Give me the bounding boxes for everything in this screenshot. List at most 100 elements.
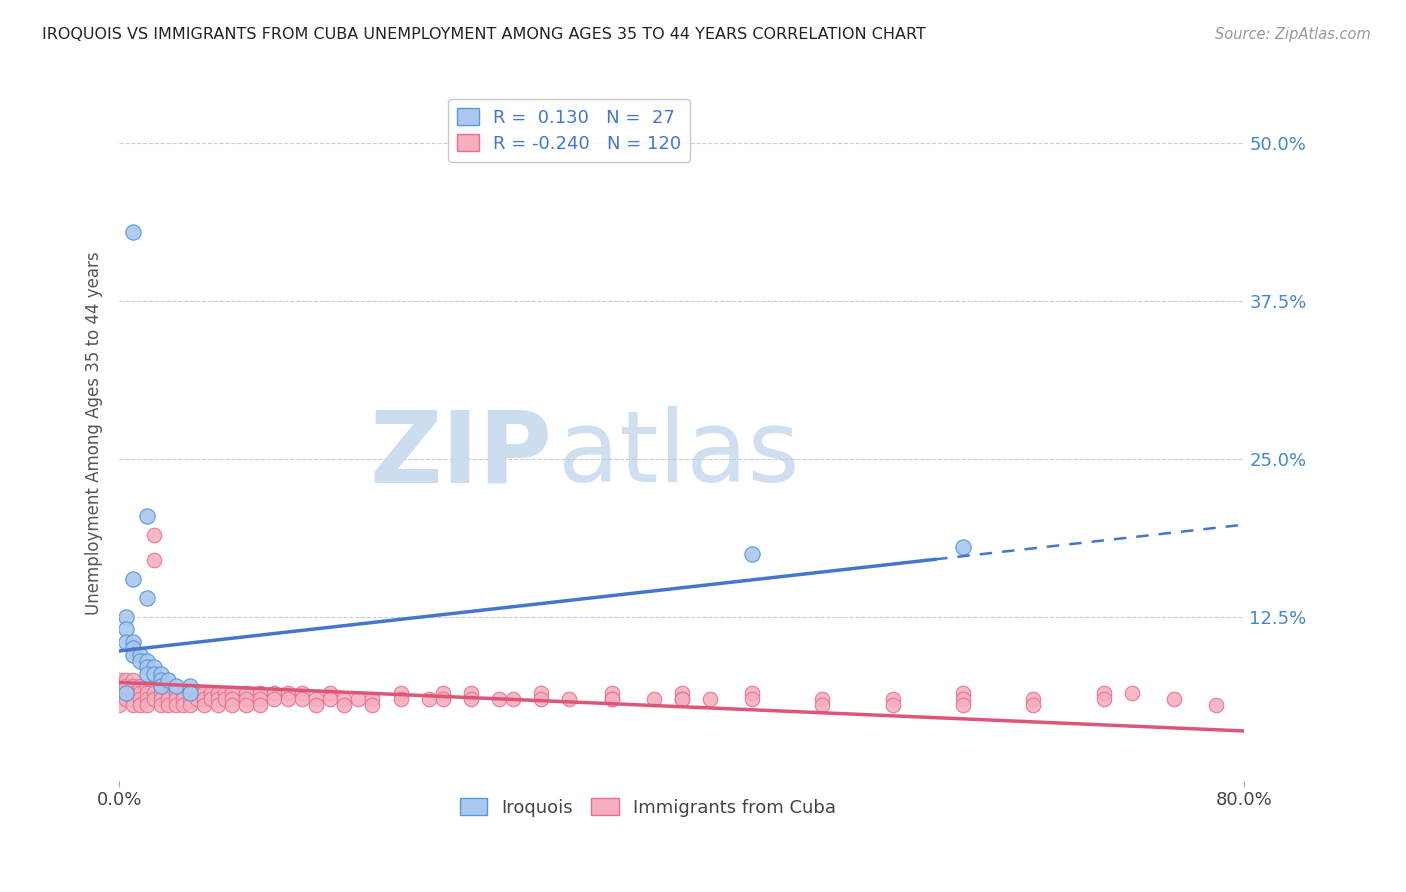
Point — [263, 692, 285, 706]
Point — [136, 692, 159, 706]
Point — [249, 698, 271, 713]
Point — [157, 673, 180, 687]
Point — [115, 679, 138, 693]
Point — [136, 685, 159, 699]
Point — [952, 698, 974, 713]
Point — [207, 698, 229, 713]
Point — [600, 685, 623, 699]
Point — [143, 527, 166, 541]
Point — [333, 692, 356, 706]
Point — [291, 685, 314, 699]
Point — [249, 692, 271, 706]
Point — [179, 679, 201, 693]
Point — [136, 508, 159, 523]
Point — [319, 692, 342, 706]
Point — [136, 698, 159, 713]
Point — [122, 692, 145, 706]
Point — [115, 685, 138, 699]
Point — [277, 685, 299, 699]
Point — [179, 698, 201, 713]
Point — [108, 673, 131, 687]
Point — [193, 685, 215, 699]
Point — [389, 692, 412, 706]
Point — [165, 692, 187, 706]
Point — [671, 692, 693, 706]
Point — [600, 692, 623, 706]
Point — [172, 685, 194, 699]
Point — [136, 679, 159, 693]
Point — [122, 679, 145, 693]
Point — [319, 685, 342, 699]
Point — [214, 685, 236, 699]
Point — [361, 698, 384, 713]
Point — [305, 692, 328, 706]
Point — [1022, 692, 1045, 706]
Point — [115, 635, 138, 649]
Point — [143, 685, 166, 699]
Point — [122, 698, 145, 713]
Point — [235, 685, 257, 699]
Point — [122, 572, 145, 586]
Point — [530, 692, 553, 706]
Point — [811, 692, 834, 706]
Point — [221, 698, 243, 713]
Point — [129, 648, 152, 662]
Point — [699, 692, 721, 706]
Legend: Iroquois, Immigrants from Cuba: Iroquois, Immigrants from Cuba — [453, 791, 844, 824]
Point — [165, 685, 187, 699]
Point — [432, 692, 454, 706]
Point — [122, 685, 145, 699]
Point — [115, 673, 138, 687]
Point — [115, 692, 138, 706]
Point — [122, 673, 145, 687]
Point — [671, 692, 693, 706]
Point — [115, 623, 138, 637]
Point — [129, 654, 152, 668]
Point — [172, 692, 194, 706]
Point — [179, 692, 201, 706]
Point — [108, 679, 131, 693]
Point — [558, 692, 581, 706]
Point — [207, 692, 229, 706]
Point — [432, 685, 454, 699]
Point — [157, 692, 180, 706]
Point — [1022, 698, 1045, 713]
Point — [643, 692, 665, 706]
Point — [952, 692, 974, 706]
Point — [143, 666, 166, 681]
Point — [882, 698, 904, 713]
Point — [741, 692, 763, 706]
Point — [1092, 685, 1115, 699]
Point — [157, 685, 180, 699]
Point — [115, 685, 138, 699]
Point — [136, 660, 159, 674]
Point — [1163, 692, 1185, 706]
Text: IROQUOIS VS IMMIGRANTS FROM CUBA UNEMPLOYMENT AMONG AGES 35 TO 44 YEARS CORRELAT: IROQUOIS VS IMMIGRANTS FROM CUBA UNEMPLO… — [42, 27, 927, 42]
Text: atlas: atlas — [558, 406, 800, 503]
Point — [150, 692, 173, 706]
Point — [179, 685, 201, 699]
Point — [193, 692, 215, 706]
Point — [108, 692, 131, 706]
Point — [122, 641, 145, 656]
Point — [172, 698, 194, 713]
Point — [460, 692, 482, 706]
Point — [179, 685, 201, 699]
Point — [1121, 685, 1143, 699]
Y-axis label: Unemployment Among Ages 35 to 44 years: Unemployment Among Ages 35 to 44 years — [86, 252, 103, 615]
Point — [165, 698, 187, 713]
Point — [305, 698, 328, 713]
Point — [361, 692, 384, 706]
Point — [115, 609, 138, 624]
Point — [143, 692, 166, 706]
Point — [530, 685, 553, 699]
Point — [108, 698, 131, 713]
Point — [122, 648, 145, 662]
Point — [952, 685, 974, 699]
Text: Source: ZipAtlas.com: Source: ZipAtlas.com — [1215, 27, 1371, 42]
Text: ZIP: ZIP — [370, 406, 553, 503]
Point — [882, 692, 904, 706]
Point — [136, 666, 159, 681]
Point — [108, 685, 131, 699]
Point — [150, 666, 173, 681]
